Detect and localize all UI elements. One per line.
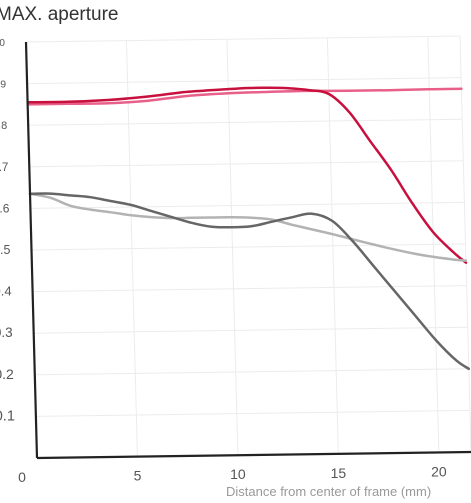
y-tick-label: 0.7 [0,162,8,174]
grid-line-v [326,37,339,454]
grid-line-h [33,326,468,334]
grid-line-h [29,160,464,168]
y-axis-line [24,41,39,459]
grid-line-v [125,40,138,457]
x-tick-label: 20 [431,463,447,479]
x-tick-label: 10 [230,466,246,482]
y-tick-label: 0.4 [0,284,12,299]
series-line-1 [26,87,463,106]
grid-line-h [28,118,463,126]
series-line-2 [26,86,468,264]
y-tick-label: 0.3 [0,325,13,340]
grid-line-h [30,201,465,209]
grid-line-h [32,285,467,293]
y-tick-label: 0.9 [0,79,6,91]
grid-line-v [427,36,440,453]
grid-line-h [27,77,462,85]
series-lines [26,86,471,371]
series-line-4 [28,192,471,371]
grid-line-v [226,39,239,456]
y-tick-label: 0.6 [0,201,10,215]
grid-line-h [35,409,470,417]
y-tick-label: 0.5 [0,243,11,257]
y-tick-label: 1.0 [0,38,5,49]
y-tick-label: 0.2 [0,366,14,382]
x-tick-label: 15 [331,465,347,481]
axes [24,41,471,460]
tick-labels: 0 5 10 15 20 0.1 0.2 0.3 0.4 0.5 0.6 0.7 0.8 0.9 1.0 [0,38,447,485]
grid-line-h [31,243,466,251]
x-tick-label: 5 [134,468,142,484]
grid-line-h [25,35,461,43]
y-tick-label: 0.1 [0,408,15,424]
grid-line-v [459,35,471,453]
x-axis-label: Distance from center of frame (mm) [226,484,431,499]
x-tick-label: 0 [18,469,26,485]
x-axis-line [36,450,471,460]
series-line-3 [28,192,468,262]
grid [25,35,471,457]
grid-line-h [34,368,469,376]
chart-title: MAX. aperture [0,4,119,25]
y-tick-label: 0.8 [0,120,7,132]
